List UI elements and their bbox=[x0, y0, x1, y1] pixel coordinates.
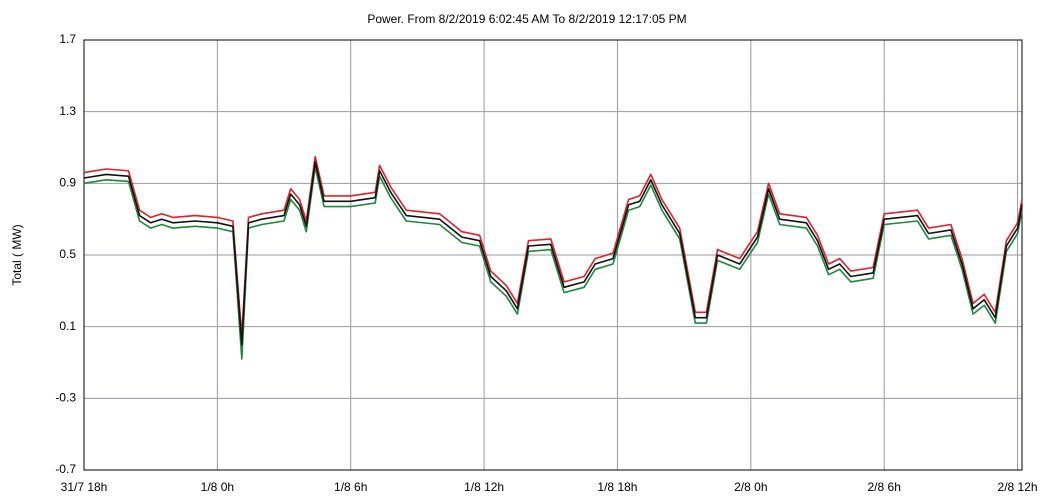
x-tick-label: 31/7 18h bbox=[61, 480, 108, 494]
x-tick-label: 2/8 6h bbox=[868, 480, 901, 494]
y-tick-label: 1.3 bbox=[59, 104, 76, 118]
x-tick-label: 1/8 12h bbox=[464, 480, 504, 494]
x-tick-label: 2/8 0h bbox=[734, 480, 767, 494]
x-tick-label: 2/8 12h bbox=[998, 480, 1038, 494]
y-tick-label: 1.7 bbox=[59, 32, 76, 46]
series-line bbox=[84, 162, 1022, 345]
chart: Power. From 8/2/2019 6:02:45 AM To 8/2/2… bbox=[0, 0, 1047, 498]
y-axis-label: Total ( MW) bbox=[10, 224, 24, 285]
y-tick-label: -0.7 bbox=[55, 462, 76, 476]
y-tick-label: 0.1 bbox=[59, 319, 76, 333]
chart-title: Power. From 8/2/2019 6:02:45 AM To 8/2/2… bbox=[367, 12, 686, 26]
series-line bbox=[84, 167, 1022, 359]
x-tick-label: 1/8 0h bbox=[201, 480, 234, 494]
y-tick-label: 0.9 bbox=[59, 176, 76, 190]
y-tick-label: 0.5 bbox=[59, 247, 76, 261]
x-tick-label: 1/8 18h bbox=[597, 480, 637, 494]
x-tick-label: 1/8 6h bbox=[334, 480, 367, 494]
y-tick-label: -0.3 bbox=[55, 391, 76, 405]
